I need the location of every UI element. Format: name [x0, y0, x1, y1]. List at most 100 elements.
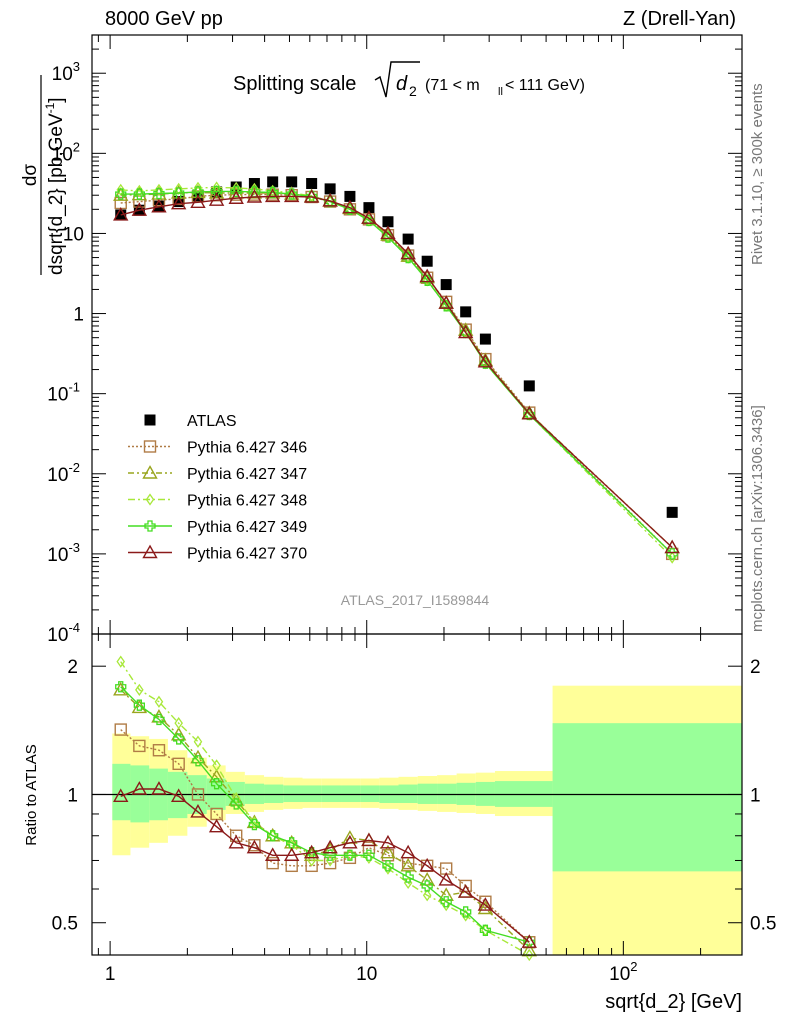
- main-point-s370: [190, 194, 206, 208]
- main-plot-series: [113, 176, 680, 564]
- main-point-s349: [440, 300, 452, 312]
- band-inner-bin: [552, 723, 742, 872]
- ratio-point-s348: [307, 854, 316, 867]
- svg-text:d: d: [396, 73, 408, 95]
- main-point-s349: [153, 187, 165, 200]
- ratio-point-s349: [440, 896, 452, 908]
- axis-ticks: [92, 35, 742, 955]
- main-point-atlas: [440, 279, 452, 291]
- ratio-point-s370: [419, 857, 435, 872]
- main-point-s348: [174, 182, 183, 196]
- legend-marker-s349: [144, 520, 156, 532]
- ratio-point-s346: [230, 829, 243, 842]
- ratio-point-s346: [362, 841, 376, 854]
- ratio-point-s370: [246, 839, 263, 854]
- svg-text:2: 2: [409, 83, 417, 99]
- ratio-point-s347: [400, 857, 416, 872]
- ratio-point-s349: [421, 880, 433, 892]
- ratio-point-s349: [382, 860, 394, 872]
- axis-tick-labels: 10-4 10-3 10-2 10-1 1 10 102 103 0.5 0.5 1 1 2 2 1 10 10…: [47, 59, 776, 985]
- main-point-s370: [113, 207, 129, 221]
- ratio-point-s346: [191, 788, 205, 801]
- ratio-point-s370: [477, 897, 494, 911]
- main-point-s370: [457, 324, 474, 339]
- band-inner-bin: [283, 785, 303, 803]
- main-point-s349: [344, 203, 356, 215]
- main-point-s370: [419, 268, 435, 283]
- ratio-point-s346: [323, 856, 337, 870]
- main-point-atlas: [173, 196, 185, 208]
- main-point-s370: [228, 190, 244, 204]
- main-point-atlas: [286, 176, 298, 188]
- ratio-point-s346: [114, 723, 127, 736]
- main-point-s370: [477, 353, 494, 368]
- x-tick-label: 102: [609, 959, 637, 985]
- plot-title: Splitting scale: [233, 73, 356, 95]
- main-point-s370: [151, 198, 167, 213]
- ratio-point-s370: [208, 818, 225, 833]
- ratio-point-s370: [303, 844, 320, 859]
- ratio-point-s346: [172, 757, 185, 771]
- legend-label-atlas: ATLAS: [187, 413, 237, 430]
- ratio-point-s370: [264, 847, 281, 861]
- header-energy-label: 8000 GeV pp: [105, 8, 223, 30]
- ratio-x-axis-label: sqrt{d_2} [GeV]: [605, 991, 742, 1013]
- svg-text:< 111 GeV): < 111 GeV): [505, 77, 585, 94]
- ratio-point-s349: [344, 849, 356, 861]
- ratio-point-s370: [400, 844, 416, 859]
- legend-marker-s370: [142, 544, 158, 559]
- main-point-s370: [283, 188, 300, 203]
- ratio-point-s346: [248, 839, 261, 852]
- svg-text:dσ: dσ: [20, 164, 41, 187]
- main-y-tick-label: 10-4: [47, 620, 80, 646]
- ratio-point-s349: [460, 906, 472, 918]
- title-sqrt-symbol: d 2 (71 < m ll < 111 GeV): [374, 61, 585, 99]
- ratio-point-s370: [322, 839, 338, 854]
- ratio-line-s348: [120, 661, 530, 956]
- ratio-point-s349: [173, 733, 185, 745]
- main-y-tick-label: 103: [52, 59, 80, 85]
- band-inner-bin: [417, 783, 438, 804]
- main-point-atlas: [306, 178, 318, 190]
- ratio-point-s346: [133, 739, 146, 753]
- legend-marker-atlas: [144, 414, 156, 426]
- band-inner-bin: [398, 784, 418, 803]
- svg-text:(71 < m: (71 < m: [425, 77, 480, 94]
- main-point-s349: [267, 186, 279, 199]
- legend-label-s349: Pythia 6.427 349: [187, 519, 307, 536]
- band-inner-bin: [321, 785, 342, 803]
- legend-marker-s347: [142, 465, 158, 479]
- main-y-tick-label: 10-1: [47, 380, 80, 406]
- main-point-s349: [363, 214, 375, 227]
- ratio-point-s370: [113, 788, 129, 803]
- main-point-atlas: [267, 176, 279, 188]
- ratio-point-s348: [154, 695, 164, 708]
- side-label-rivet: Rivet 3.1.10, ≥ 300k events: [749, 83, 766, 265]
- band-inner-bin: [341, 785, 361, 803]
- main-point-atlas: [523, 380, 535, 392]
- ratio-point-s348: [193, 735, 203, 748]
- ratio-point-s346: [285, 859, 298, 873]
- main-point-atlas: [402, 233, 414, 245]
- ratio-y-tick-label-left: 2: [67, 657, 78, 678]
- main-point-s346: [230, 188, 243, 201]
- band-inner-bin: [360, 785, 380, 803]
- main-point-s370: [246, 189, 263, 203]
- ratio-point-s370: [131, 781, 148, 795]
- main-point-s347: [208, 185, 225, 199]
- legend-label-s370: Pythia 6.427 370: [187, 546, 307, 563]
- main-point-s349: [173, 187, 185, 199]
- main-point-atlas: [382, 216, 394, 228]
- ratio-point-s370: [283, 847, 300, 861]
- ratio-point-s370: [170, 788, 187, 803]
- ratio-point-s348: [422, 889, 432, 902]
- ratio-point-s370: [521, 934, 537, 948]
- main-point-s349: [479, 357, 492, 369]
- ratio-point-s349: [479, 924, 492, 936]
- ratio-plot-series: [113, 655, 537, 962]
- ratio-point-s370: [228, 834, 244, 849]
- main-point-s370: [303, 189, 320, 203]
- main-point-s370: [361, 210, 377, 224]
- ratio-y-tick-label-left: 0.5: [52, 914, 78, 935]
